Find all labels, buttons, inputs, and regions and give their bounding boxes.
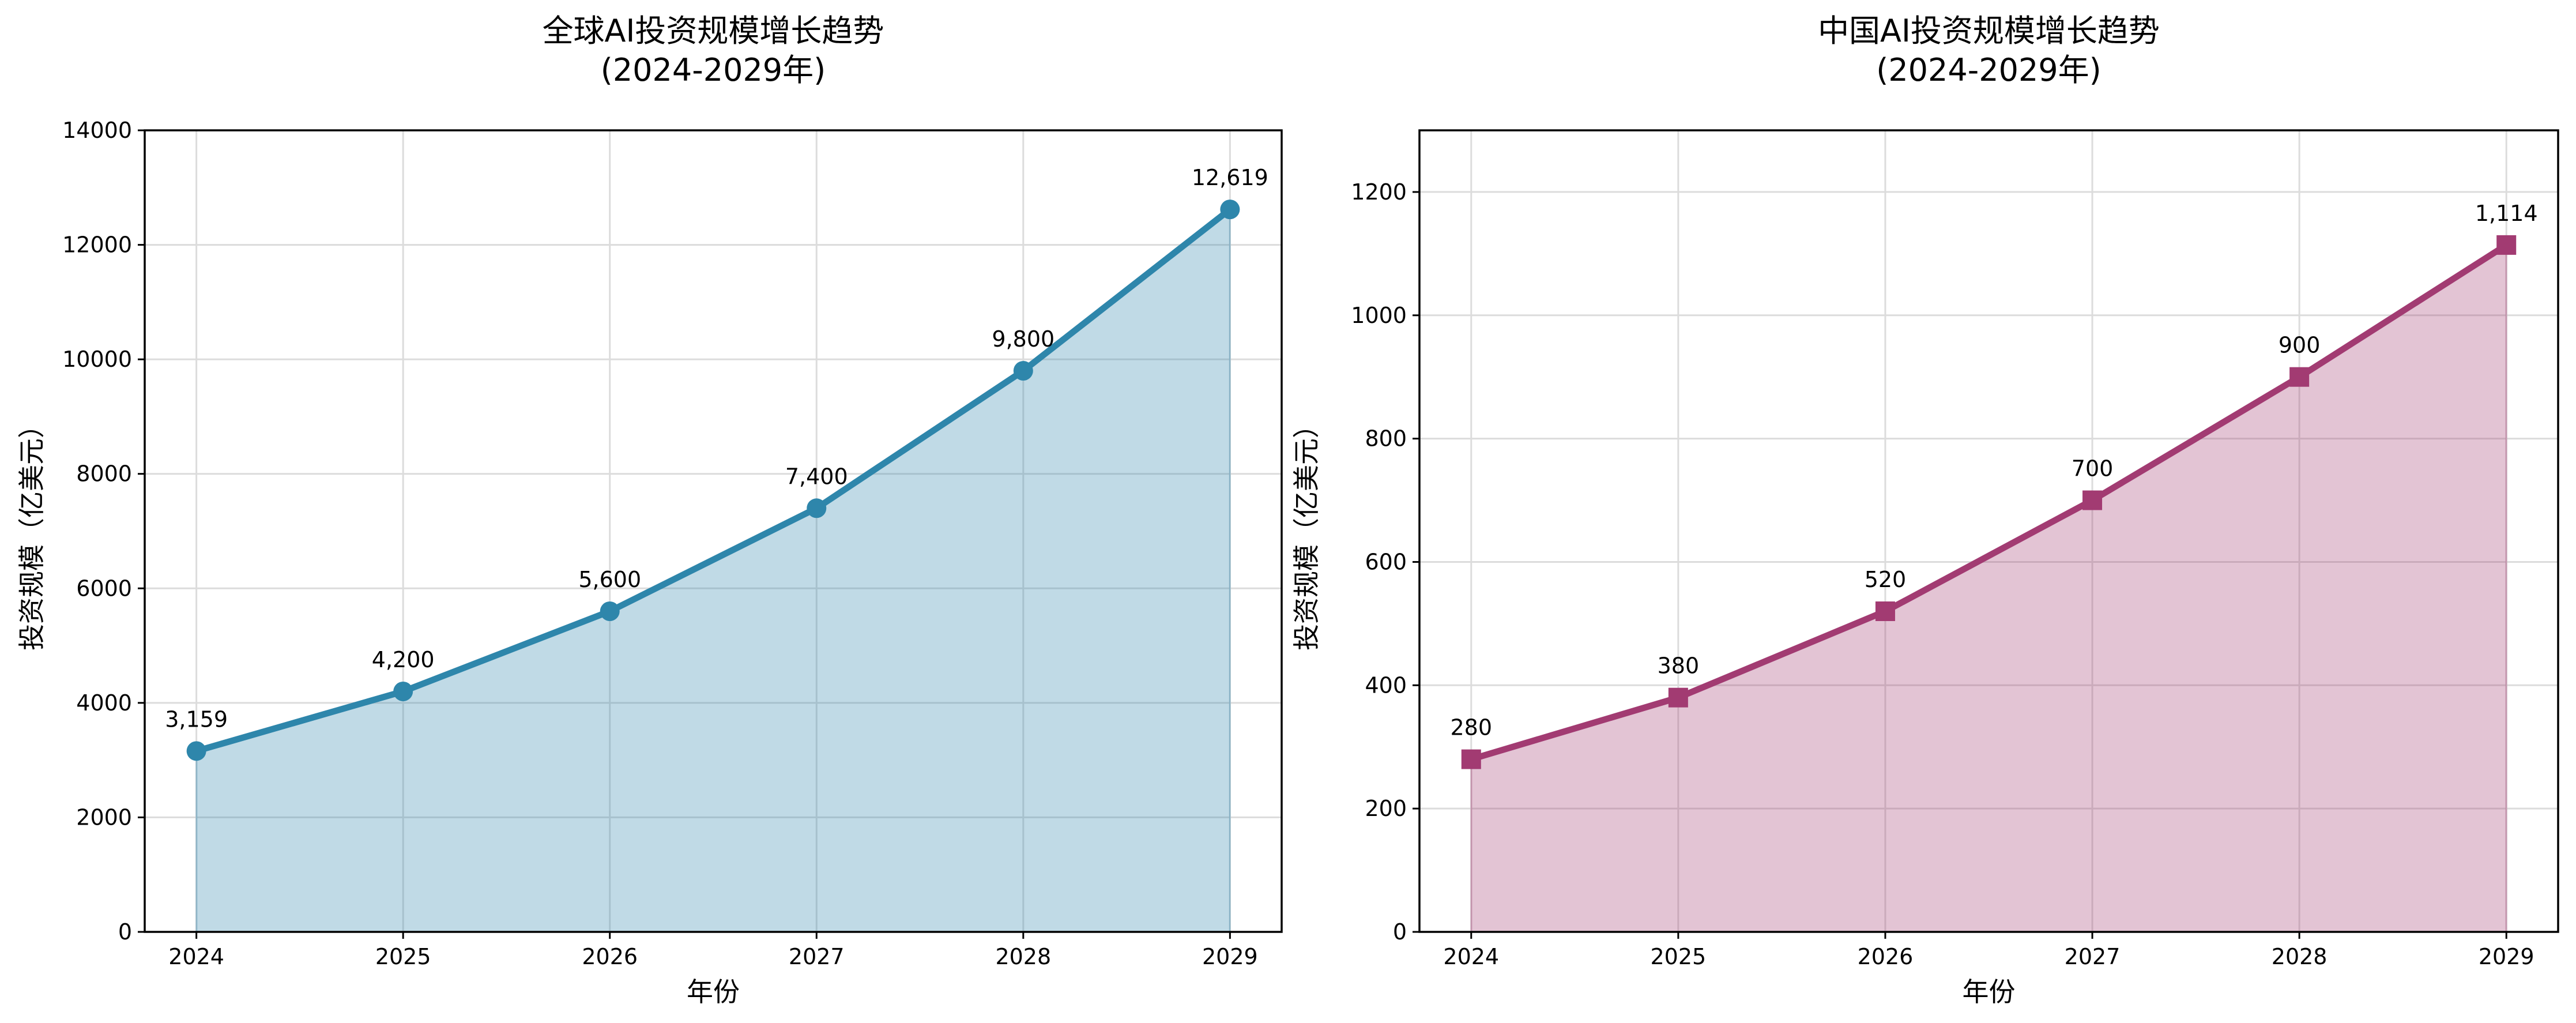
y-tick-label: 8000 <box>76 461 132 487</box>
data-point <box>2496 235 2517 255</box>
data-label: 900 <box>2279 333 2321 358</box>
data-point <box>186 741 206 761</box>
y-axis-label: 投资规模（亿美元） <box>16 412 47 650</box>
chart-title: 中国AI投资规模增长趋势 <box>1818 13 2160 49</box>
data-label: 4,200 <box>372 647 435 672</box>
data-label: 380 <box>1658 653 1700 679</box>
x-tick-label: 2024 <box>168 944 224 969</box>
y-axis-label: 投资规模（亿美元） <box>1291 412 1322 650</box>
data-label: 12,619 <box>1192 165 1268 190</box>
data-label: 280 <box>1451 715 1493 740</box>
chart-subtitle: (2024-2029年) <box>1876 52 2101 88</box>
data-point <box>807 498 827 518</box>
y-tick-label: 200 <box>1365 796 1407 821</box>
y-tick-label: 1200 <box>1351 179 1407 205</box>
x-axis-label: 年份 <box>687 976 740 1007</box>
area-fill <box>195 208 1231 933</box>
axes-frame <box>144 129 1283 933</box>
data-point <box>2289 367 2310 387</box>
data-point <box>393 682 413 701</box>
y-tick-label: 0 <box>1393 919 1407 945</box>
y-tick-label: 2000 <box>76 804 132 830</box>
data-point <box>2082 490 2103 510</box>
y-tick-label: 10000 <box>62 347 132 372</box>
x-tick-label: 2025 <box>1651 944 1707 969</box>
x-axis-label: 年份 <box>1963 976 2016 1007</box>
x-tick-label: 2029 <box>1202 944 1258 969</box>
x-tick-label: 2024 <box>1443 944 1499 969</box>
data-label: 7,400 <box>785 464 848 489</box>
axes-frame <box>1418 129 2559 933</box>
y-tick-label: 14000 <box>62 118 132 143</box>
data-point <box>1875 601 1895 621</box>
x-tick-label: 2028 <box>2272 944 2328 969</box>
data-label: 700 <box>2072 456 2114 482</box>
area-fill <box>1470 243 2507 933</box>
data-label: 3,159 <box>165 706 228 732</box>
data-point <box>1013 361 1033 381</box>
data-label: 520 <box>1865 567 1907 592</box>
x-tick-label: 2028 <box>995 944 1051 969</box>
y-tick-label: 12000 <box>62 232 132 258</box>
y-tick-label: 6000 <box>76 576 132 601</box>
data-label: 9,800 <box>992 326 1054 352</box>
data-point <box>1220 200 1240 220</box>
y-tick-label: 0 <box>118 919 132 945</box>
x-tick-label: 2029 <box>2479 944 2534 969</box>
y-tick-label: 400 <box>1365 672 1407 698</box>
data-point <box>1668 687 1688 708</box>
chart-panel-2: 中国AI投资规模增长趋势(2024-2029年) 0 200 400 600 800 100… <box>1291 13 2559 1007</box>
series-line <box>195 206 1232 754</box>
x-tick-label: 2027 <box>789 944 845 969</box>
chart-subtitle: (2024-2029年) <box>601 52 826 88</box>
x-tick-label: 2025 <box>375 944 431 969</box>
series-line <box>1470 242 2509 762</box>
data-point <box>600 601 620 621</box>
x-tick-label: 2026 <box>1858 944 1914 969</box>
data-label: 1,114 <box>2475 201 2538 226</box>
data-label: 5,600 <box>578 567 641 592</box>
y-tick-label: 800 <box>1365 426 1407 452</box>
y-tick-label: 4000 <box>76 690 132 716</box>
x-tick-label: 2026 <box>582 944 638 969</box>
x-tick-label: 2027 <box>2065 944 2121 969</box>
data-point <box>1461 749 1481 769</box>
chart-title: 全球AI投资规模增长趋势 <box>543 13 884 49</box>
chart-panel-1: 全球AI投资规模增长趋势(2024-2029年) 0 2000 4000 6000 800… <box>16 13 1283 1007</box>
y-tick-label: 600 <box>1365 549 1407 574</box>
y-tick-label: 1000 <box>1351 303 1407 328</box>
